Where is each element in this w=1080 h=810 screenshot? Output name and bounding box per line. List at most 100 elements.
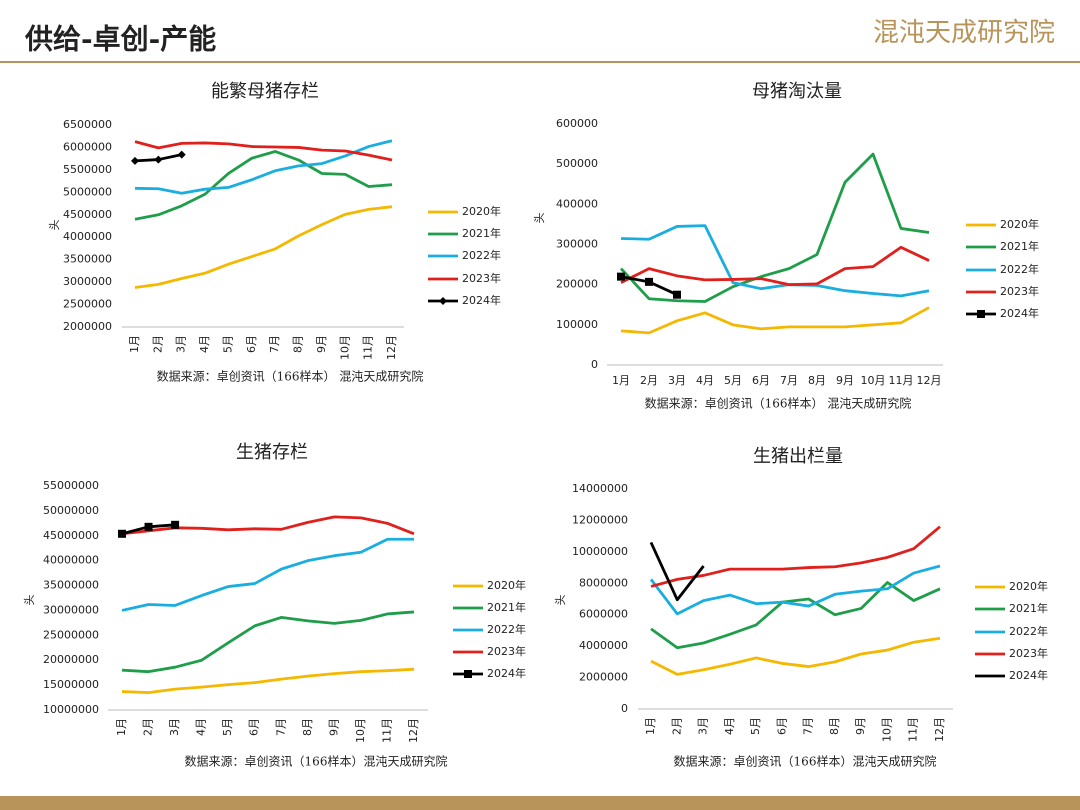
x-tick-label: 8月 [301, 718, 314, 736]
y-tick-label: 15000000 [43, 678, 99, 691]
legend-label: 2022年 [462, 248, 501, 262]
x-tick-label: 6月 [752, 374, 770, 387]
y-tick-label: 100000 [556, 318, 598, 331]
y-tick-label: 14000000 [572, 482, 628, 495]
source-note: 数据来源：卓创资讯（166样本）混沌天成研究院 [185, 754, 448, 769]
y-tick-label: 8000000 [579, 576, 628, 589]
x-tick-label: 5月 [221, 335, 234, 353]
y-axis-label: 头 [554, 595, 567, 606]
y-tick-label: 25000000 [43, 628, 99, 641]
series-line [134, 150, 393, 221]
x-tick-label: 8月 [828, 717, 841, 735]
y-tick-label: 0 [591, 358, 598, 371]
x-tick-label: 4月 [723, 717, 736, 735]
x-tick-label: 11月 [907, 717, 920, 742]
x-tick-label: 1月 [128, 335, 141, 353]
x-tick-label: 1月 [644, 717, 657, 735]
x-tick-label: 2月 [640, 374, 658, 387]
chart-title: 母猪淘汰量 [752, 81, 842, 102]
source-note: 数据来源：卓创资讯（166样本）混沌天成研究院 [674, 754, 937, 769]
legend-marker [977, 310, 985, 318]
x-tick-label: 10月 [880, 717, 893, 742]
legend-label: 2023年 [1009, 646, 1048, 660]
series-line [134, 140, 393, 162]
point-marker [131, 156, 139, 165]
x-tick-label: 8月 [292, 335, 305, 353]
series-line [619, 152, 930, 303]
x-tick-label: 7月 [268, 335, 281, 353]
legend-label: 2020年 [487, 578, 526, 592]
x-tick-label: 9月 [836, 374, 854, 387]
series-line [620, 306, 930, 335]
x-tick-label: 11月 [362, 335, 375, 360]
x-tick-label: 12月 [933, 717, 946, 742]
x-tick-label: 9月 [327, 718, 340, 736]
legend-label: 2020年 [1009, 579, 1048, 593]
legend-label: 2023年 [462, 271, 501, 285]
legend-marker [464, 670, 472, 678]
x-tick-label: 6月 [248, 718, 261, 736]
y-tick-label: 3500000 [63, 253, 112, 266]
legend-label: 2023年 [487, 644, 526, 658]
series-line [650, 636, 941, 676]
x-tick-label: 12月 [385, 335, 398, 360]
y-tick-label: 12000000 [572, 513, 628, 526]
legend-label: 2020年 [1000, 217, 1039, 231]
x-tick-label: 10月 [354, 718, 367, 743]
legend-label: 2020年 [462, 204, 501, 218]
y-tick-label: 6500000 [63, 118, 112, 131]
y-axis-label: 头 [533, 213, 546, 224]
y-tick-label: 2000000 [63, 320, 112, 333]
x-tick-label: 5月 [724, 374, 742, 387]
x-tick-label: 3月 [168, 718, 181, 736]
x-tick-label: 12月 [407, 718, 420, 743]
x-tick-label: 7月 [274, 718, 287, 736]
series-line [121, 537, 414, 612]
series-line [649, 564, 941, 616]
legend-label: 2024年 [487, 666, 526, 680]
y-tick-label: 3000000 [63, 275, 112, 288]
x-tick-label: 5月 [749, 717, 762, 735]
legend-label: 2022年 [1000, 262, 1039, 276]
point-marker [177, 150, 186, 159]
series-line [121, 667, 415, 694]
x-tick-label: 4月 [198, 335, 211, 353]
y-tick-label: 2500000 [63, 298, 112, 311]
x-tick-label: 2月 [142, 718, 155, 736]
series-line [121, 515, 415, 536]
legend-label: 2021年 [1000, 239, 1039, 253]
x-tick-label: 4月 [195, 718, 208, 736]
y-tick-label: 300000 [556, 238, 598, 251]
y-tick-label: 10000000 [43, 703, 99, 716]
x-tick-label: 7月 [802, 717, 815, 735]
y-tick-label: 2000000 [579, 671, 628, 684]
logo: 混沌天成研究院 [873, 18, 1055, 48]
y-tick-label: 30000000 [43, 603, 99, 616]
legend-label: 2024年 [462, 293, 501, 307]
legend-label: 2023年 [1000, 284, 1039, 298]
x-tick-label: 7月 [780, 374, 798, 387]
y-axis-label: 头 [48, 220, 61, 231]
y-tick-label: 40000000 [43, 554, 99, 567]
point-marker [673, 290, 681, 299]
x-tick-label: 11月 [889, 374, 914, 387]
y-tick-label: 10000000 [572, 545, 628, 558]
x-tick-label: 4月 [696, 374, 714, 387]
y-tick-label: 4500000 [63, 208, 112, 221]
chart-title: 生猪存栏 [236, 442, 308, 463]
x-tick-label: 11月 [380, 718, 393, 743]
y-tick-label: 4000000 [579, 639, 628, 652]
x-tick-label: 8月 [808, 374, 826, 387]
y-tick-label: 50000000 [43, 504, 99, 517]
y-tick-label: 400000 [556, 197, 598, 210]
legend-label: 2021年 [462, 226, 501, 240]
point-marker [144, 522, 153, 531]
x-tick-label: 1月 [612, 374, 630, 387]
series-line [121, 610, 415, 674]
legend-marker [439, 297, 447, 305]
x-tick-label: 6月 [775, 717, 788, 735]
series-line [134, 139, 393, 195]
x-tick-label: 2月 [151, 335, 164, 353]
series-line [620, 224, 930, 298]
y-tick-label: 5000000 [63, 185, 112, 198]
